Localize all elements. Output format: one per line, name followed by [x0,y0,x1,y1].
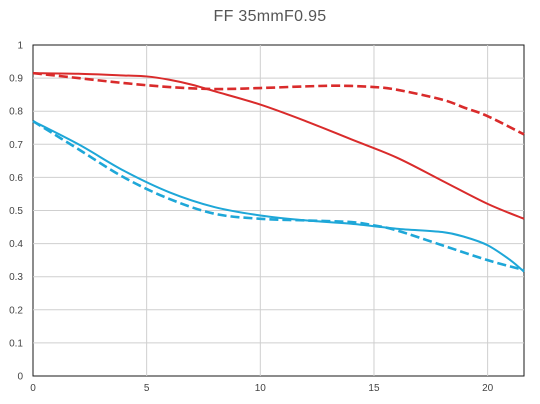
y-tick-label: 0.8 [9,107,23,118]
series-line-2 [32,71,525,136]
series-lines [32,71,525,273]
y-tick-label: 1 [17,41,23,52]
series-line-1 [32,72,525,220]
x-tick-label: 5 [144,383,150,394]
x-tick-label: 15 [368,383,380,394]
y-tick-label: 0 [17,372,23,383]
tick-labels: 00.10.20.30.40.50.60.70.80.910 5 10 15 20 [9,41,494,395]
y-tick-label: 0.7 [9,140,23,151]
y-tick-label: 0.9 [9,74,23,85]
y-tick-label: 0.3 [9,272,23,283]
y-tick-label: 0.1 [9,338,23,349]
x-tick-label: 0 [30,383,36,394]
y-tick-label: 0.6 [9,173,23,184]
chart-title: FF 35mmF0.95 [213,8,327,25]
y-tick-label: 0.4 [9,239,23,250]
y-tick-label: 0.2 [9,305,23,316]
x-tick-label: 20 [482,383,494,394]
x-tick-label: 10 [255,383,267,394]
y-tick-label: 0.5 [9,206,23,217]
series-line-4 [32,120,525,272]
